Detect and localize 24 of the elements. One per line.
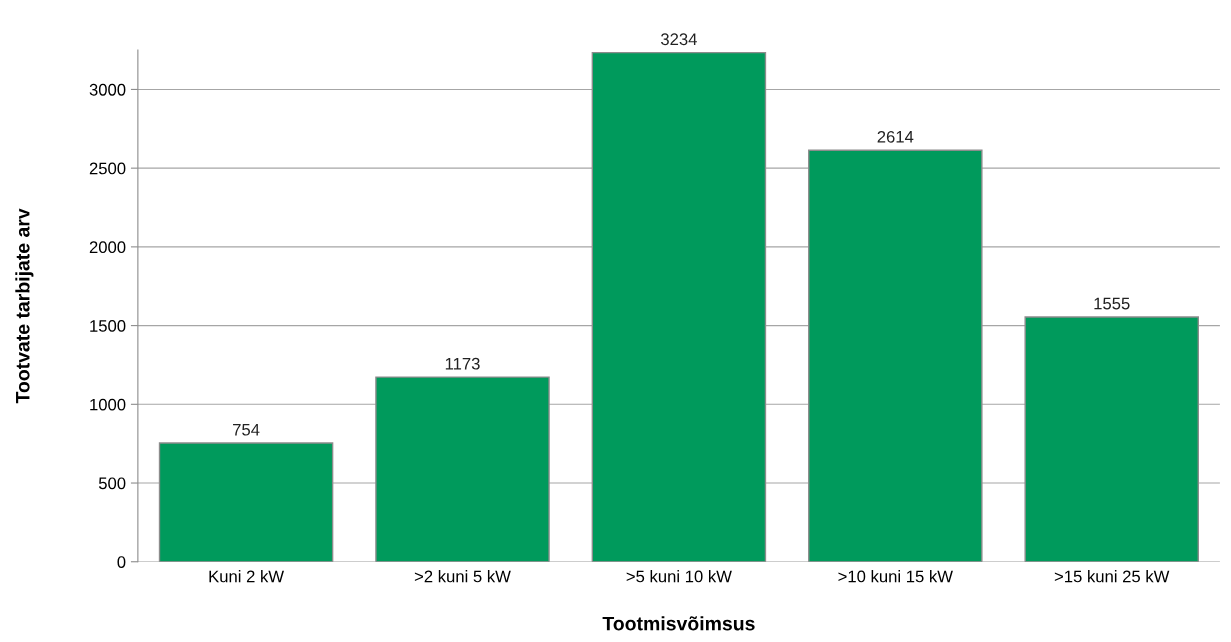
x-tick-label: >5 kuni 10 kW [626, 570, 732, 583]
x-tick-label: >15 kuni 25 kW [1054, 570, 1170, 583]
x-axis-title: Tootmisvõimsus [602, 616, 755, 631]
bar [1024, 316, 1199, 562]
y-axis-title: Tootvate tarbijate arv [15, 208, 34, 404]
data-label: 1173 [445, 357, 480, 370]
x-tick-label: Kuni 2 kW [209, 570, 284, 583]
y-tick-label: 0 [117, 556, 126, 568]
x-tick-label: >2 kuni 5 kW [414, 570, 511, 583]
bar [375, 376, 550, 562]
y-tick-label: 3000 [89, 83, 126, 96]
data-label: 2614 [877, 130, 914, 143]
data-label: 1555 [1094, 297, 1130, 310]
y-tick-label: 2000 [89, 241, 126, 254]
bar [808, 149, 983, 562]
bar [158, 442, 334, 562]
x-tick-label: >10 kuni 15 kW [838, 570, 953, 583]
y-tick-label: 1000 [90, 398, 126, 411]
y-tick-label: 2500 [89, 162, 126, 175]
y-tick-label: 500 [98, 477, 126, 490]
bar [591, 51, 767, 562]
y-tick-label: 1500 [90, 319, 126, 332]
data-label: 754 [233, 423, 260, 436]
data-label: 3234 [661, 33, 697, 46]
